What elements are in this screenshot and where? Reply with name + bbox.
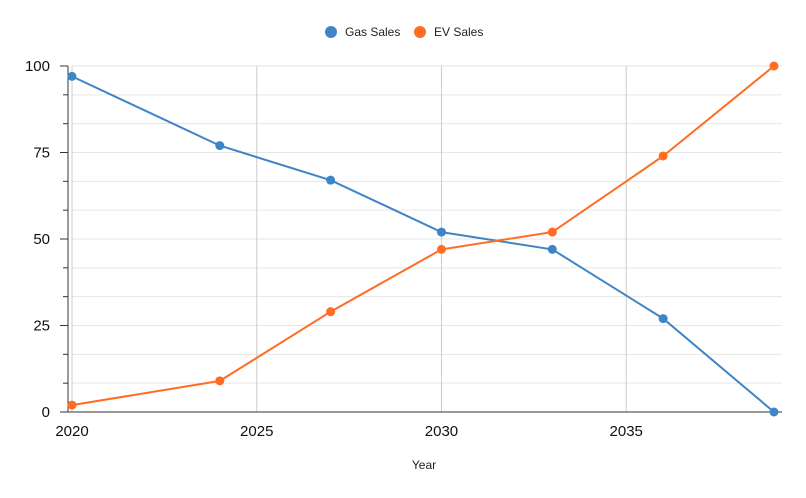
data-point bbox=[215, 376, 225, 386]
data-point bbox=[547, 227, 557, 237]
legend-item-ev-sales: EV Sales bbox=[414, 25, 483, 39]
axes: 0 25 50 75 100 2020 2025 2030 2035 bbox=[25, 58, 782, 440]
y-tick-label: 25 bbox=[33, 318, 50, 335]
legend-item-gas-sales: Gas Sales bbox=[325, 25, 400, 39]
legend-label: EV Sales bbox=[434, 25, 483, 39]
data-point bbox=[67, 400, 77, 410]
data-point bbox=[658, 151, 668, 161]
data-point bbox=[326, 175, 336, 185]
y-tick-label: 100 bbox=[25, 58, 50, 75]
x-tick-label: 2025 bbox=[240, 423, 273, 440]
legend-marker bbox=[325, 26, 337, 38]
data-point bbox=[769, 407, 779, 417]
x-axis-title: Year bbox=[412, 458, 436, 472]
data-point bbox=[436, 227, 446, 237]
data-point bbox=[769, 61, 779, 71]
data-point bbox=[658, 314, 668, 324]
data-point bbox=[547, 244, 557, 254]
series-ev-sales bbox=[67, 61, 779, 410]
series-line bbox=[71, 75, 775, 413]
grid bbox=[71, 65, 782, 413]
data-point bbox=[326, 307, 336, 317]
x-tick-label: 2020 bbox=[55, 423, 88, 440]
series-gas-sales bbox=[67, 71, 779, 417]
legend-marker bbox=[414, 26, 426, 38]
data-point bbox=[67, 71, 77, 81]
y-tick-label: 50 bbox=[33, 231, 50, 248]
legend-label: Gas Sales bbox=[345, 25, 400, 39]
y-tick-label: 75 bbox=[33, 145, 50, 162]
y-tick-label: 0 bbox=[42, 404, 50, 421]
data-point bbox=[436, 244, 446, 254]
x-tick-label: 2030 bbox=[425, 423, 458, 440]
data-point bbox=[215, 141, 225, 151]
series-lines bbox=[67, 61, 779, 417]
legend: Gas Sales EV Sales bbox=[325, 25, 483, 39]
x-tick-label: 2035 bbox=[610, 423, 643, 440]
